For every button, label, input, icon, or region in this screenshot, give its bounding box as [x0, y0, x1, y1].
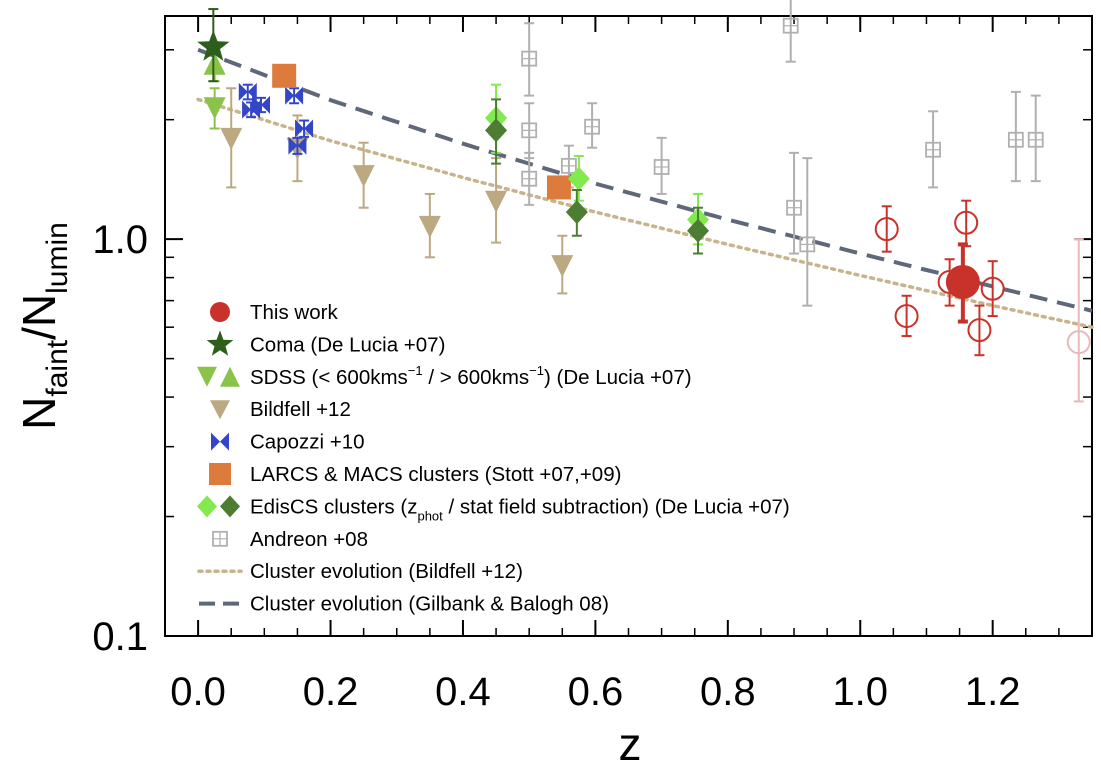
legend-symbol-larcs — [209, 463, 231, 485]
legend-symbol-sdss — [197, 366, 240, 387]
legend-marker-2 — [220, 495, 240, 518]
model-curves — [196, 47, 1094, 329]
larcs-series — [272, 63, 571, 200]
bildfell-point — [485, 190, 508, 213]
legend-label-bildfell-evolution: Cluster evolution (Bildfell +12) — [250, 560, 523, 583]
legend-marker — [206, 330, 234, 356]
x-tick-label: 0.6 — [568, 670, 624, 714]
legend-marker — [210, 302, 230, 322]
legend-symbol-andreon — [212, 530, 228, 547]
capozzi-point — [252, 95, 271, 114]
legend-marker — [197, 495, 217, 518]
legend-symbol-this-work — [210, 302, 230, 322]
bildfell-point — [418, 215, 441, 238]
x-tick-label: 0.2 — [303, 670, 359, 714]
legend-marker — [210, 400, 230, 420]
legend-marker — [211, 432, 229, 451]
legend-symbol-bildfell — [210, 400, 230, 420]
capozzi-point — [295, 119, 314, 138]
x-tick-label: 0.4 — [435, 670, 491, 714]
bildfell-point — [551, 255, 574, 278]
legend-marker — [197, 366, 217, 387]
sdss-low-point — [203, 97, 226, 120]
this-work-open-point — [894, 304, 919, 329]
this-work-open-point — [954, 210, 979, 235]
this-work-pale-series — [1066, 238, 1091, 403]
legend-label-sdss: SDSS (< 600kms−1 / > 600kms−1) (De Lucia… — [250, 363, 692, 389]
y-tick-label: 0.1 — [92, 615, 148, 659]
bildfell-series — [220, 87, 574, 295]
sdss-high-point — [203, 52, 226, 75]
ediscs-stat-series — [485, 98, 710, 255]
legend-label-gilbank-evolution: Cluster evolution (Gilbank & Balogh 08) — [250, 593, 609, 616]
this-work-open-point — [967, 318, 992, 343]
y-tick-label: 1.0 — [92, 218, 148, 262]
axis-ticks: 0.0 0.2 0.4 0.6 0.8 1.0 1.2 0.1 1.0 — [92, 16, 1093, 714]
legend-label-capozzi: Capozzi +10 — [250, 431, 365, 454]
this-work-filled-series — [945, 242, 980, 324]
ediscs-stat-point — [687, 218, 710, 243]
ediscs-phot-point — [567, 166, 590, 191]
data-points — [197, 0, 1091, 403]
coma-series — [197, 8, 230, 83]
x-tick-label: 0.8 — [700, 670, 756, 714]
x-tick-label: 1.0 — [832, 670, 888, 714]
coma-point — [197, 30, 230, 61]
legend-marker — [209, 463, 231, 485]
larcs-point — [546, 175, 571, 200]
capozzi-point — [285, 86, 304, 105]
bildfell-evolution-curve — [196, 97, 1094, 329]
legend: This work Coma (De Lucia +07) SDSS (< 600k… — [197, 301, 790, 616]
this-work-filled-point — [945, 264, 980, 299]
legend-symbol-ediscs — [197, 495, 240, 518]
this-work-open-point — [980, 276, 1005, 301]
this-work-open-point — [874, 217, 899, 242]
legend-label-larcs: LARCS & MACS clusters (Stott +07,+09) — [250, 463, 621, 486]
x-tick-label: 0.0 — [170, 670, 226, 714]
this-work-pale-point — [1066, 330, 1091, 355]
x-axis-label: z — [619, 718, 642, 770]
legend-label-andreon: Andreon +08 — [250, 528, 368, 551]
capozzi-point — [288, 136, 307, 155]
legend-symbol-capozzi — [211, 432, 229, 451]
legend-label-coma: Coma (De Lucia +07) — [250, 333, 445, 356]
ediscs-phot-series — [485, 83, 710, 246]
larcs-point — [272, 63, 297, 88]
x-tick-label: 1.2 — [965, 670, 1021, 714]
legend-symbol-coma — [206, 330, 234, 356]
sdss-low-series — [203, 87, 226, 130]
legend-marker-2 — [220, 366, 240, 387]
andreon-series — [521, 0, 1044, 307]
legend-label-bildfell: Bildfell +12 — [250, 398, 351, 421]
legend-label-ediscs: EdisCS clusters (zphot / stat field subt… — [250, 495, 790, 523]
bildfell-point — [220, 127, 243, 150]
ediscs-stat-point — [565, 200, 588, 225]
this-work-open-series — [874, 199, 1005, 357]
legend-label-this-work: This work — [250, 301, 338, 324]
y-axis-label: Nfaint/Nlumin — [13, 222, 74, 430]
capozzi-series — [238, 82, 314, 155]
bildfell-point — [352, 165, 375, 188]
ediscs-stat-point — [485, 118, 508, 143]
